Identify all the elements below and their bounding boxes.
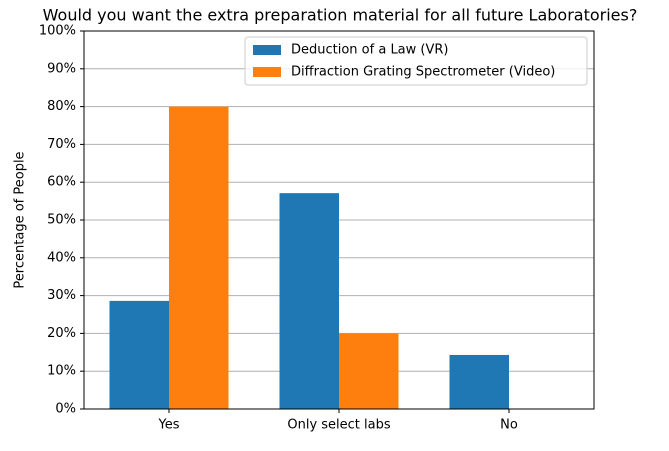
y-tick-label: 70% [47,137,76,152]
y-axis-label: Percentage of People [13,151,28,288]
y-tick-label: 10% [47,364,76,379]
bar [109,300,169,409]
legend-label: Diffraction Grating Spectrometer (Video) [291,65,555,80]
legend-box [244,36,588,86]
y-tick-label: 50% [47,213,76,228]
x-tick-label: No [500,418,518,433]
y-tick-label: 20% [47,326,76,341]
x-tick-label: Only select labs [287,418,390,433]
bar [449,354,509,409]
y-tick-label: 30% [47,288,76,303]
y-tick-label: 0% [55,402,76,417]
legend-swatch [253,67,281,77]
chart-title: Would you want the extra preparation mat… [43,6,638,25]
bar [339,333,399,409]
y-tick-label: 90% [47,61,76,76]
y-tick-label: 100% [39,24,76,39]
bar [169,106,229,409]
plot-frame [83,30,595,410]
legend-label: Deduction of a Law (VR) [291,43,449,58]
x-tick-label: Yes [158,418,180,433]
y-tick-label: 80% [47,99,76,114]
bar [279,193,339,409]
y-tick-label: 60% [47,175,76,190]
legend-swatch [253,45,281,55]
y-tick-label: 40% [47,250,76,265]
